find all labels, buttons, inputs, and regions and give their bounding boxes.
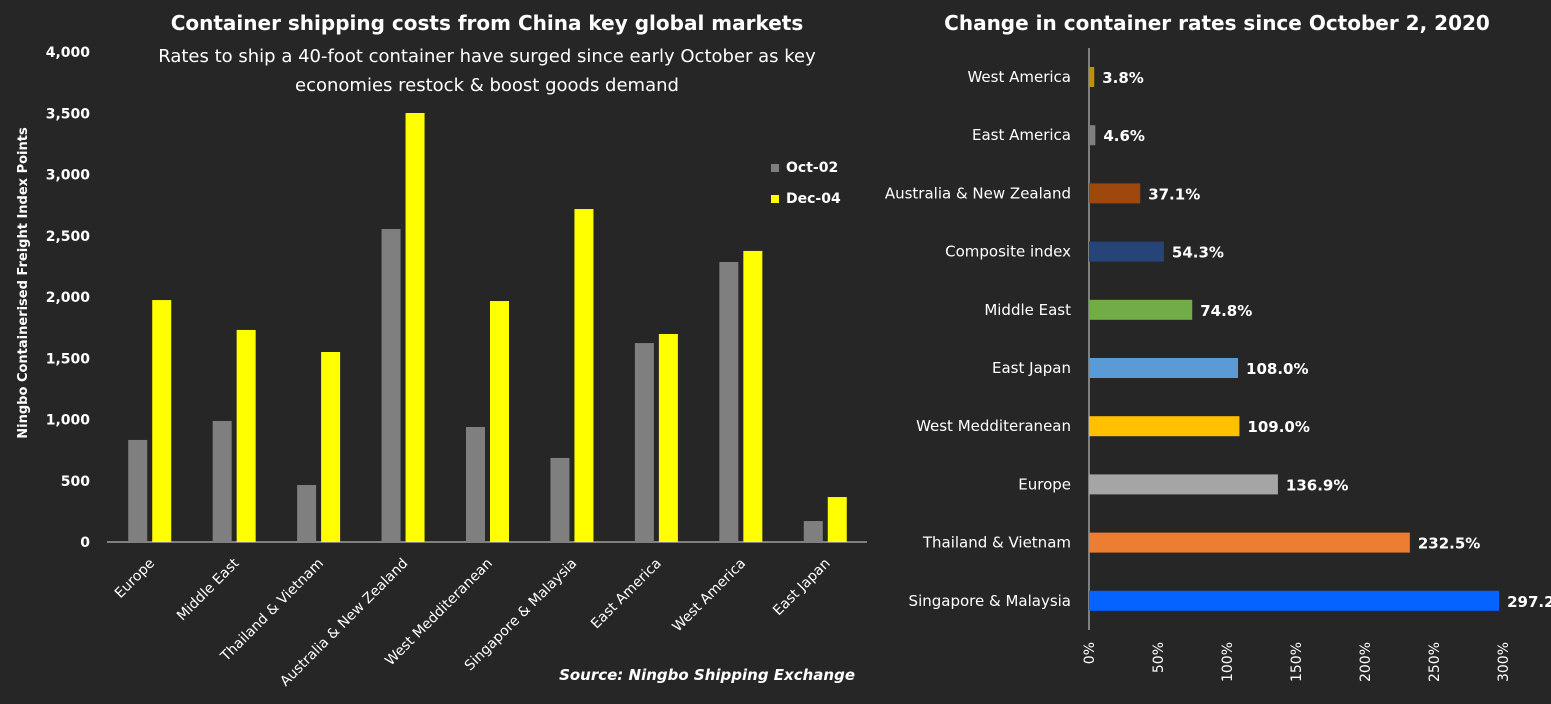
bar-dec-04-8 (827, 497, 847, 542)
x-tick-label: East Japan (770, 556, 833, 619)
x-tick-label: East America (588, 556, 665, 633)
data-label: 108.0% (1246, 360, 1308, 378)
y-tick-label: 1,000 (46, 413, 91, 429)
x-tick-label: 150% (1289, 642, 1305, 682)
data-label: 54.3% (1172, 244, 1224, 262)
bar-oct-02-5 (550, 457, 570, 542)
y-tick-label: 4,000 (46, 45, 91, 61)
category-label: Composite index (945, 243, 1071, 261)
bar-0 (1089, 67, 1095, 87)
category-label: East America (972, 126, 1071, 144)
right-chart-title: Change in container rates since October … (944, 11, 1490, 35)
legend-label: Dec-04 (786, 191, 841, 207)
y-tick-label: 3,500 (46, 106, 91, 122)
bar-oct-02-3 (381, 229, 401, 542)
x-tick-label: 200% (1358, 642, 1374, 682)
bar-2 (1089, 183, 1141, 204)
bar-oct-02-8 (803, 521, 823, 542)
category-label: Thailand & Vietnam (922, 534, 1071, 552)
bar-8 (1089, 532, 1410, 553)
x-tick-label: Middle East (174, 555, 243, 624)
bar-7 (1089, 474, 1278, 495)
category-label: Singapore & Malaysia (909, 592, 1071, 610)
legend-swatch (771, 195, 779, 203)
category-label: West Medditeranean (916, 417, 1071, 435)
bar-dec-04-0 (152, 300, 172, 542)
bar-oct-02-4 (466, 426, 485, 542)
data-label: 297.2% (1507, 593, 1551, 611)
data-label: 74.8% (1200, 302, 1252, 320)
bar-5 (1089, 358, 1239, 378)
bar-oct-02-2 (297, 485, 317, 542)
left-chart-title: Container shipping costs from China key … (171, 11, 804, 35)
bar-6 (1089, 416, 1240, 437)
data-label: 37.1% (1148, 185, 1200, 203)
bar-dec-04-1 (236, 329, 256, 542)
bar-dec-04-6 (658, 333, 678, 542)
y-tick-label: 500 (61, 474, 90, 490)
x-tick-label: 0% (1082, 642, 1098, 664)
x-tick-label: 50% (1151, 642, 1167, 673)
bar-oct-02-7 (719, 261, 739, 542)
category-label: Middle East (984, 301, 1071, 319)
bar-dec-04-3 (405, 113, 425, 542)
data-label: 3.8% (1102, 69, 1144, 87)
bar-oct-02-0 (128, 439, 148, 542)
x-tick-label: West America (670, 556, 750, 636)
bar-9 (1089, 590, 1500, 611)
y-tick-label: 1,500 (46, 351, 91, 367)
bar-dec-04-4 (490, 301, 509, 542)
left-chart-subtitle-1: Rates to ship a 40-foot container have s… (158, 46, 816, 67)
x-tick-label: Europe (112, 556, 158, 602)
x-tick-label: 300% (1496, 642, 1512, 682)
category-label: Australia & New Zealand (885, 184, 1071, 202)
x-tick-label: 100% (1220, 642, 1236, 682)
left-chart-subtitle-2: economies restock & boost goods demand (295, 75, 679, 96)
bar-3 (1089, 241, 1164, 262)
source-note: Source: Ningbo Shipping Exchange (559, 666, 855, 684)
bar-dec-04-2 (321, 352, 341, 542)
data-label: 4.6% (1103, 127, 1145, 145)
bar-oct-02-1 (212, 420, 232, 542)
y-tick-label: 3,000 (46, 168, 91, 184)
bar-oct-02-6 (634, 343, 654, 542)
bar-dec-04-5 (574, 209, 594, 543)
legend-label: Oct-02 (786, 160, 838, 176)
bar-dec-04-7 (743, 250, 763, 542)
legend-swatch (771, 164, 779, 172)
data-label: 109.0% (1247, 418, 1309, 436)
category-label: West America (967, 68, 1071, 86)
y-tick-label: 2,500 (46, 229, 91, 245)
left-y-axis-label: Ningbo Containerised Freight Index Point… (16, 127, 31, 439)
y-tick-label: 2,000 (46, 290, 91, 306)
category-label: Europe (1018, 475, 1071, 493)
x-tick-label: 250% (1427, 642, 1443, 682)
y-tick-label: 0 (80, 535, 90, 551)
category-label: East Japan (992, 359, 1071, 377)
bar-1 (1089, 125, 1096, 146)
bar-4 (1089, 299, 1193, 320)
data-label: 136.9% (1286, 476, 1348, 494)
data-label: 232.5% (1418, 535, 1480, 553)
